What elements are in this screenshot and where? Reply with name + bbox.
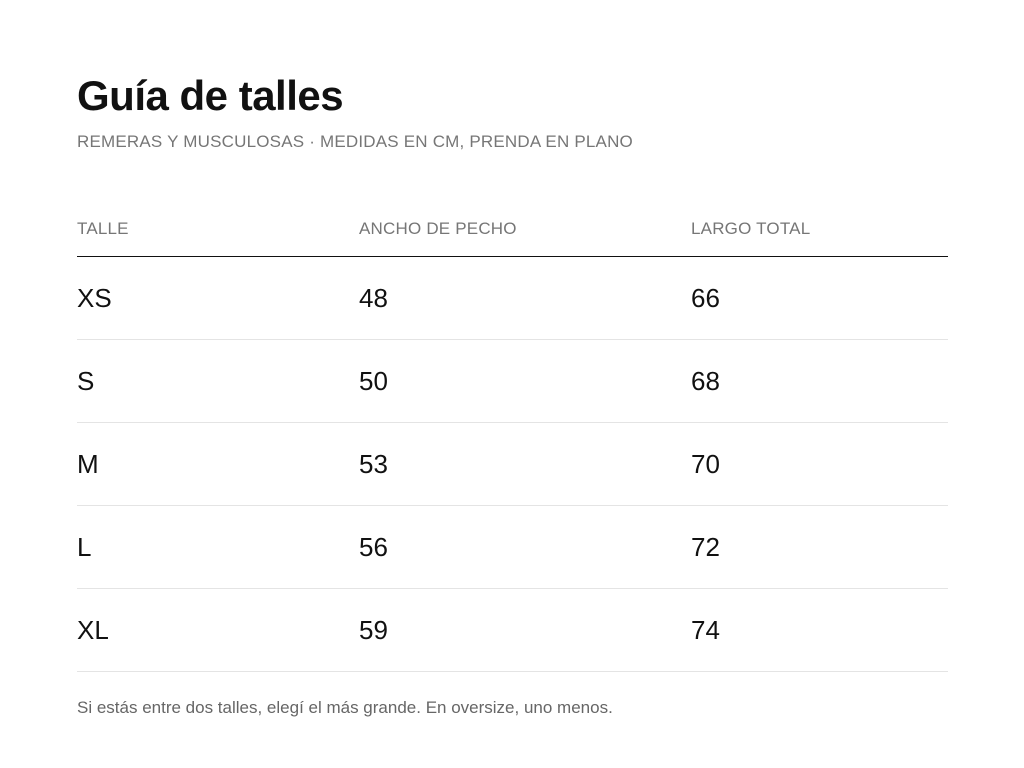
chest-width-cell: 48 — [359, 283, 388, 313]
total-length-cell: 74 — [691, 615, 720, 645]
total-length-cell: 72 — [691, 532, 720, 562]
table-header: TALLE ANCHO DE PECHO LARGO TOTAL — [77, 205, 948, 257]
total-length-cell: 68 — [691, 366, 720, 396]
header-largo-total: LARGO TOTAL — [691, 219, 811, 238]
size-cell: XS — [77, 283, 112, 313]
page-title: Guía de talles — [77, 72, 344, 119]
total-length-cell: 66 — [691, 283, 720, 313]
chest-width-cell: 56 — [359, 532, 388, 562]
chest-width-cell: 59 — [359, 615, 388, 645]
total-length-cell: 70 — [691, 449, 720, 479]
size-cell: L — [77, 532, 92, 562]
size-table: TALLE ANCHO DE PECHO LARGO TOTAL XS 48 6… — [77, 205, 948, 672]
table-row: XL 59 74 — [77, 589, 948, 672]
page-subtitle: REMERAS Y MUSCULOSAS · MEDIDAS EN CM, PR… — [77, 132, 633, 151]
table-row: XS 48 66 — [77, 257, 948, 340]
table-row: S 50 68 — [77, 340, 948, 423]
chest-width-cell: 50 — [359, 366, 388, 396]
table-row: M 53 70 — [77, 423, 948, 506]
chest-width-cell: 53 — [359, 449, 388, 479]
header-ancho-de-pecho: ANCHO DE PECHO — [359, 219, 517, 238]
table-row: L 56 72 — [77, 506, 948, 589]
size-cell: M — [77, 449, 99, 479]
footnote: Si estás entre dos talles, elegí el más … — [77, 698, 613, 717]
header-talle: TALLE — [77, 219, 129, 238]
size-cell: XL — [77, 615, 109, 645]
size-guide-page: Guía de talles REMERAS Y MUSCULOSAS · ME… — [77, 0, 948, 768]
size-cell: S — [77, 366, 95, 396]
